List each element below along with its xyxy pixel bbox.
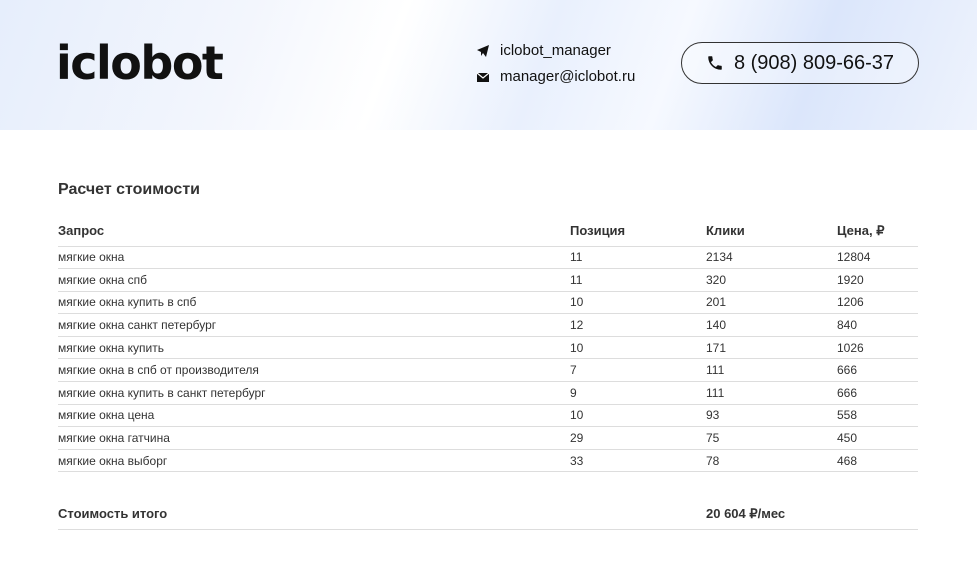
table-row: мягкие окна гатчина 29 75 450 xyxy=(58,426,918,450)
cell-clicks: 2134 xyxy=(706,246,837,270)
telegram-link[interactable]: iclobot_manager xyxy=(476,42,611,59)
cell-price: 1206 xyxy=(837,291,918,315)
total-label: Стоимость итого xyxy=(58,506,168,521)
cell-price: 12804 xyxy=(837,246,918,270)
column-query: Запрос xyxy=(58,216,570,247)
table-row: мягкие окна цена 10 93 558 xyxy=(58,404,918,428)
header: iclobot iclobot_manager manager@iclobot.… xyxy=(0,0,977,130)
cell-query: мягкие окна спб xyxy=(58,268,570,292)
cell-clicks: 201 xyxy=(706,291,837,315)
total-value: 20 604 ₽/мес xyxy=(706,506,786,521)
cell-position: 10 xyxy=(570,291,706,315)
cell-position: 33 xyxy=(570,449,706,473)
cell-price: 1920 xyxy=(837,268,918,292)
table-row: мягкие окна санкт петербург 12 140 840 xyxy=(58,313,918,337)
cell-price: 558 xyxy=(837,404,918,428)
cell-clicks: 75 xyxy=(706,426,837,450)
cell-clicks: 171 xyxy=(706,336,837,360)
cell-clicks: 78 xyxy=(706,449,837,473)
cell-clicks: 111 xyxy=(706,381,837,405)
cell-query: мягкие окна выборг xyxy=(58,449,570,473)
column-position: Позиция xyxy=(570,216,706,247)
table-row: мягкие окна спб 11 320 1920 xyxy=(58,268,918,292)
cell-query: мягкие окна xyxy=(58,246,570,270)
cell-price: 450 xyxy=(837,426,918,450)
phone-number: 8 (908) 809-66-37 xyxy=(733,51,895,74)
total-row: Стоимость итого 20 604 ₽/мес xyxy=(58,500,918,530)
cell-query: мягкие окна в спб от производителя xyxy=(58,358,570,383)
cell-clicks: 93 xyxy=(706,404,837,428)
cell-price: 666 xyxy=(837,381,918,405)
table-header: Запрос Позиция Клики Цена, ₽ xyxy=(58,216,918,247)
phone-icon xyxy=(708,56,722,70)
column-price: Цена, ₽ xyxy=(837,216,918,247)
table-row: мягкие окна купить в спб 10 201 1206 xyxy=(58,291,918,315)
table-row: мягкие окна выборг 33 78 468 xyxy=(58,449,918,473)
cell-query: мягкие окна гатчина xyxy=(58,426,570,450)
cell-clicks: 140 xyxy=(706,313,837,337)
cell-clicks: 320 xyxy=(706,268,837,292)
cell-price: 840 xyxy=(837,313,918,337)
table-row: мягкие окна 11 2134 12804 xyxy=(58,246,918,270)
phone-button[interactable]: 8 (908) 809-66-37 xyxy=(681,42,919,84)
mail-icon xyxy=(476,72,490,82)
cell-position: 29 xyxy=(570,426,706,450)
table-row: мягкие окна в спб от производителя 7 111 66… xyxy=(58,358,918,383)
cell-price: 1026 xyxy=(837,336,918,360)
table-row: мягкие окна купить в санкт петербург 9 111… xyxy=(58,381,918,405)
telegram-icon xyxy=(477,44,489,57)
cell-position: 10 xyxy=(570,336,706,360)
cell-clicks: 111 xyxy=(706,358,837,383)
table-row: мягкие окна купить 10 171 1026 xyxy=(58,336,918,360)
cell-position: 10 xyxy=(570,404,706,428)
cell-price: 468 xyxy=(837,449,918,473)
telegram-handle: iclobot_manager xyxy=(500,42,611,59)
email-address: manager@iclobot.ru xyxy=(500,68,636,85)
cell-query: мягкие окна купить в санкт петербург xyxy=(58,381,570,405)
cell-position: 11 xyxy=(570,268,706,292)
cell-position: 12 xyxy=(570,313,706,337)
cell-query: мягкие окна цена xyxy=(58,404,570,428)
cell-position: 9 xyxy=(570,381,706,405)
logo[interactable]: iclobot xyxy=(56,36,224,90)
column-clicks: Клики xyxy=(706,216,837,247)
cell-position: 7 xyxy=(570,358,706,383)
cell-query: мягкие окна санкт петербург xyxy=(58,313,570,337)
cost-table: Запрос Позиция Клики Цена, ₽ мягкие окна… xyxy=(58,216,918,473)
page-title: Расчет стоимости xyxy=(58,181,200,198)
cell-query: мягкие окна купить в спб xyxy=(58,291,570,315)
cell-query: мягкие окна купить xyxy=(58,336,570,360)
cell-price: 666 xyxy=(837,358,918,383)
cell-position: 11 xyxy=(570,246,706,270)
email-link[interactable]: manager@iclobot.ru xyxy=(476,68,635,85)
